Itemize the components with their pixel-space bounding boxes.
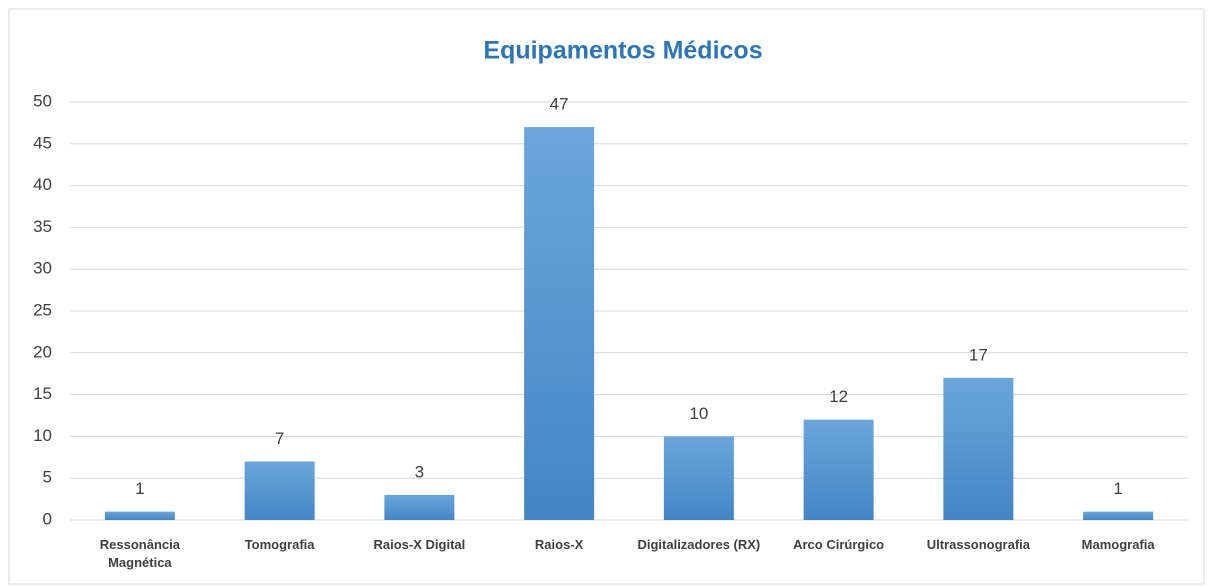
data-label: 12: [829, 387, 848, 406]
bar: [104, 511, 175, 520]
y-tick-label: 0: [43, 509, 52, 528]
x-tick-label: Arco Cirúrgico: [793, 537, 885, 552]
bar: [1083, 511, 1154, 520]
x-tick-label: Raios-X Digital: [373, 537, 466, 552]
bar: [524, 127, 595, 520]
y-tick-label: 5: [43, 468, 52, 487]
y-tick-label: 15: [33, 384, 52, 403]
data-label: 1: [135, 479, 144, 498]
y-tick-label: 25: [33, 300, 52, 319]
y-tick-label: 35: [33, 217, 52, 236]
y-tick-label: 10: [33, 426, 52, 445]
bar: [663, 436, 734, 520]
data-label: 1: [1113, 479, 1122, 498]
x-tick-label: Tomografia: [244, 537, 315, 552]
x-tick-label: Digitalizadores (RX): [637, 537, 761, 552]
data-label: 7: [275, 429, 284, 448]
x-tick-label: Ressonância Magnética: [99, 537, 180, 570]
y-tick-label: 50: [33, 91, 52, 110]
x-tick-label: Ultrassonografia: [926, 537, 1031, 552]
data-label: 47: [550, 95, 569, 114]
x-tick-label: Raios-X: [534, 537, 584, 552]
chart-title: Equipamentos Médicos: [483, 37, 762, 65]
bar: [384, 494, 455, 520]
y-tick-label: 20: [33, 342, 52, 361]
data-label: 10: [689, 404, 708, 423]
x-tick-label: Mamografia: [1081, 537, 1155, 552]
bar: [244, 461, 315, 520]
y-tick-label: 30: [33, 259, 52, 278]
chart-frame: [8, 8, 1205, 585]
bar: [803, 419, 874, 520]
y-tick-label: 40: [33, 175, 52, 194]
bar: [943, 377, 1014, 520]
y-tick-label: 45: [33, 133, 52, 152]
data-label: 3: [415, 462, 424, 481]
data-label: 17: [969, 345, 988, 364]
